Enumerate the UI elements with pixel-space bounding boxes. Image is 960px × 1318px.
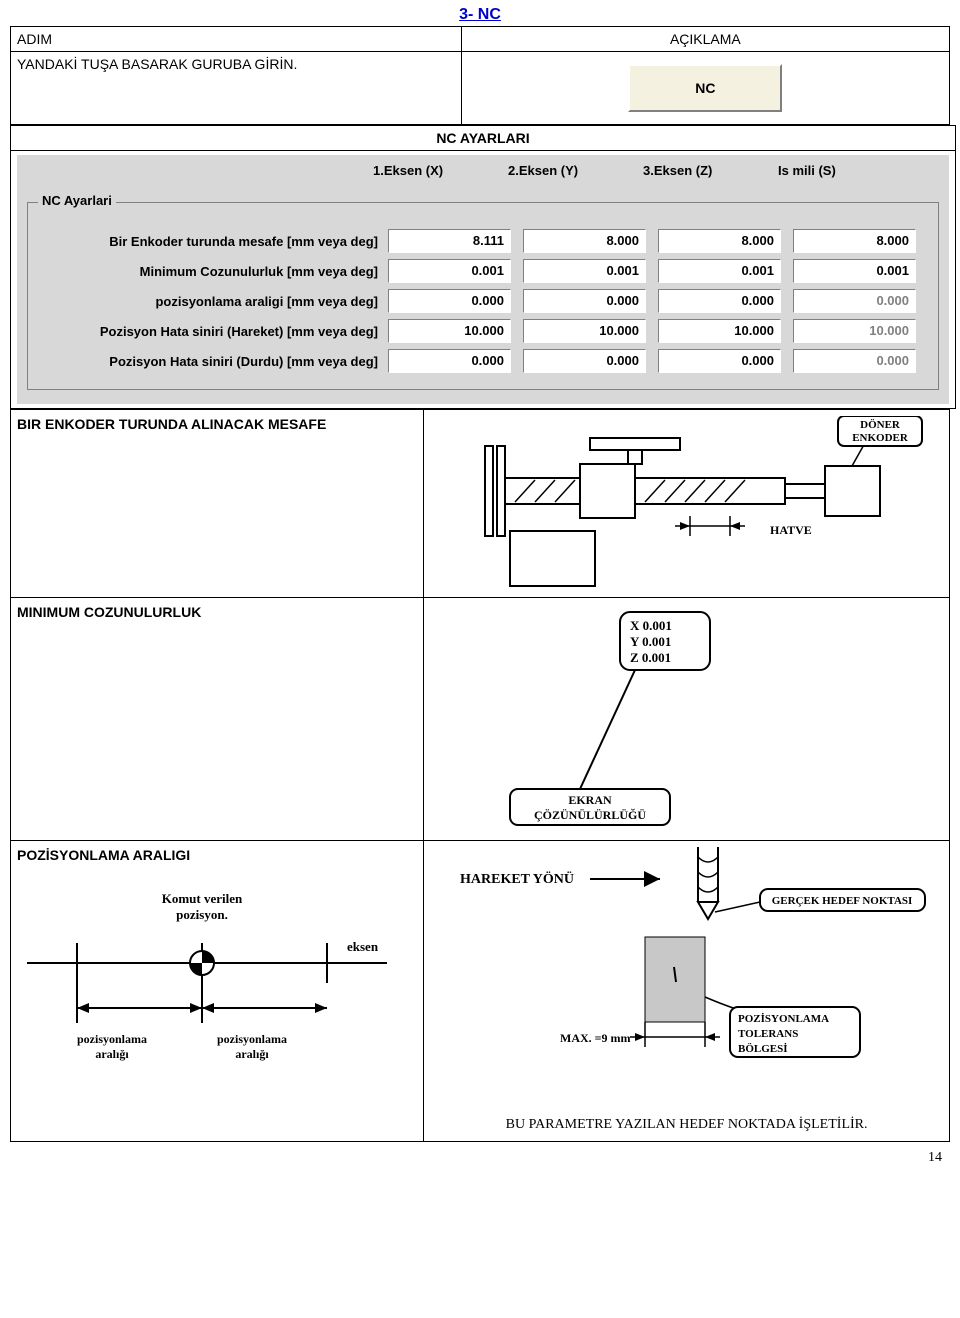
settings-title: NC AYARLARI (11, 126, 956, 151)
value-box: 0.000 (793, 349, 916, 373)
res-callout-l2: ÇÖZÜNÜLÜRLÜĞÜ (534, 808, 646, 822)
page-number: 14 (0, 1142, 960, 1174)
value-box[interactable]: 8.000 (523, 229, 646, 253)
svg-text:TOLERANS: TOLERANS (738, 1028, 798, 1040)
row3-left-title: POZİSYONLAMA ARALIGI (17, 847, 417, 863)
res-z: Z 0.001 (630, 650, 671, 665)
row3-right: HAREKET YÖNÜ GERÇEK HEDEF NOKTASI (424, 841, 950, 1142)
svg-text:pozisyon.: pozisyon. (176, 907, 228, 922)
settings-body: 1.Eksen (X) 2.Eksen (Y) 3.Eksen (Z) Is m… (11, 151, 956, 409)
settings-row: Minimum Cozunulurluk [mm veya deg]0.0010… (38, 259, 928, 283)
axis-z: 3.Eksen (Z) (643, 163, 778, 178)
settings-row: Pozisyon Hata siniri (Durdu) [mm veya de… (38, 349, 928, 373)
pos-right-svg: HAREKET YÖNÜ GERÇEK HEDEF NOKTASI (430, 847, 930, 1107)
row3-footer: BU PARAMETRE YAZILAN HEDEF NOKTADA İŞLET… (430, 1117, 943, 1133)
page-title: 3- NC (0, 6, 960, 24)
axis-headers: 1.Eksen (X) 2.Eksen (Y) 3.Eksen (Z) Is m… (23, 163, 943, 178)
settings-row-label: pozisyonlama araligi [mm veya deg] (38, 294, 388, 309)
settings-row-label: Minimum Cozunulurluk [mm veya deg] (38, 264, 388, 279)
value-box[interactable]: 0.001 (793, 259, 916, 283)
value-box: 10.000 (793, 319, 916, 343)
fs-legend: NC Ayarlari (38, 193, 116, 208)
value-box[interactable]: 0.000 (388, 349, 511, 373)
svg-text:BÖLGESİ: BÖLGESİ (738, 1042, 788, 1055)
adim-header: ADIM (11, 27, 462, 52)
header-table: ADIM AÇIKLAMA YANDAKİ TUŞA BASARAK GURUB… (10, 26, 950, 125)
value-box[interactable]: 0.001 (658, 259, 781, 283)
value-box[interactable]: 0.001 (388, 259, 511, 283)
encoder-label-l1: DÖNER (860, 418, 901, 431)
svg-text:pozisyonlama: pozisyonlama (217, 1032, 287, 1046)
encoder-label-l2: ENKODER (852, 432, 909, 444)
svg-text:aralığı: aralığı (235, 1047, 269, 1061)
svg-text:aralığı: aralığı (95, 1047, 129, 1061)
settings-row: Bir Enkoder turunda mesafe [mm veya deg]… (38, 229, 928, 253)
svg-text:pozisyonlama: pozisyonlama (77, 1032, 147, 1046)
value-box[interactable]: 8.000 (658, 229, 781, 253)
row2-right: X 0.001 Y 0.001 Z 0.001 EKRAN ÇÖZÜNÜLÜRL… (424, 598, 950, 841)
row3-left: POZİSYONLAMA ARALIGI Komut verilen pozis… (11, 841, 424, 1142)
settings-row-label: Bir Enkoder turunda mesafe [mm veya deg] (38, 234, 388, 249)
value-box[interactable]: 0.001 (523, 259, 646, 283)
row1-right: DÖNER ENKODER HATVE (424, 410, 950, 598)
row1-left: BIR ENKODER TURUNDA ALINACAK MESAFE (11, 410, 424, 598)
axis-s: Is mili (S) (778, 163, 913, 178)
res-x: X 0.001 (630, 618, 672, 633)
settings-row-label: Pozisyon Hata siniri (Durdu) [mm veya de… (38, 354, 388, 369)
value-box: 0.000 (793, 289, 916, 313)
svg-text:GERÇEK HEDEF NOKTASI: GERÇEK HEDEF NOKTASI (772, 895, 913, 907)
svg-text:Komut verilen: Komut verilen (162, 891, 243, 906)
hatve-label: HATVE (770, 523, 812, 537)
svg-text:MAX. =9 mm: MAX. =9 mm (560, 1031, 631, 1045)
value-box[interactable]: 10.000 (388, 319, 511, 343)
svg-text:POZİSYONLAMA: POZİSYONLAMA (738, 1013, 829, 1025)
svg-text:HAREKET YÖNÜ: HAREKET YÖNÜ (460, 870, 574, 887)
res-y: Y 0.001 (630, 634, 671, 649)
value-box[interactable]: 10.000 (523, 319, 646, 343)
value-box[interactable]: 8.111 (388, 229, 511, 253)
res-callout-l1: EKRAN (568, 793, 612, 807)
nc-button[interactable]: NC (628, 64, 782, 112)
axis-x: 1.Eksen (X) (373, 163, 508, 178)
settings-fieldset: NC Ayarlari Bir Enkoder turunda mesafe [… (27, 202, 939, 390)
value-box[interactable]: 8.000 (793, 229, 916, 253)
settings-row: pozisyonlama araligi [mm veya deg]0.0000… (38, 289, 928, 313)
encoder-diagram-svg: DÖNER ENKODER HATVE (430, 416, 930, 591)
value-box[interactable]: 0.000 (658, 349, 781, 373)
value-box[interactable]: 0.000 (523, 289, 646, 313)
resolution-diagram-svg: X 0.001 Y 0.001 Z 0.001 EKRAN ÇÖZÜNÜLÜRL… (430, 604, 930, 834)
axis-y: 2.Eksen (Y) (508, 163, 643, 178)
value-box[interactable]: 10.000 (658, 319, 781, 343)
value-box[interactable]: 0.000 (523, 349, 646, 373)
svg-text:eksen: eksen (347, 939, 379, 954)
subrows-table: BIR ENKODER TURUNDA ALINACAK MESAFE (10, 409, 950, 1142)
pos-left-svg: Komut verilen pozisyon. eksen pozisyonla… (17, 873, 397, 1073)
value-box[interactable]: 0.000 (658, 289, 781, 313)
settings-table: NC AYARLARI 1.Eksen (X) 2.Eksen (Y) 3.Ek… (10, 125, 956, 409)
row2-left: MINIMUM COZUNULURLUK (11, 598, 424, 841)
settings-row: Pozisyon Hata siniri (Hareket) [mm veya … (38, 319, 928, 343)
step-text: YANDAKİ TUŞA BASARAK GURUBA GİRİN. (11, 52, 462, 125)
aciklama-header: AÇIKLAMA (461, 27, 949, 52)
settings-row-label: Pozisyon Hata siniri (Hareket) [mm veya … (38, 324, 388, 339)
value-box[interactable]: 0.000 (388, 289, 511, 313)
